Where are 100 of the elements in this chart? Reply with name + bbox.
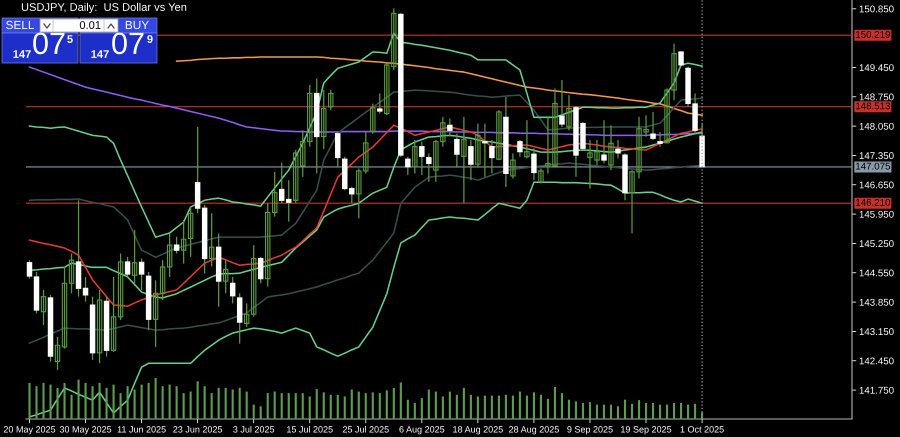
bar <box>420 398 423 419</box>
bar <box>448 392 451 419</box>
candlestick <box>412 139 418 174</box>
bar <box>246 392 248 419</box>
bar <box>462 388 465 419</box>
candlestick <box>321 89 326 150</box>
candlestick <box>335 131 340 168</box>
bar <box>442 396 444 419</box>
y-tick-label: 142.450 <box>860 357 894 364</box>
bar <box>112 384 115 419</box>
y-tick-label: 144.550 <box>860 270 894 276</box>
bar <box>70 394 73 419</box>
bar <box>274 392 276 419</box>
bar <box>526 396 528 419</box>
annotation: 147 <box>91 50 109 58</box>
bar <box>210 393 213 419</box>
bar <box>294 393 297 419</box>
bar <box>588 402 592 419</box>
bar <box>196 381 199 419</box>
bar <box>610 404 612 419</box>
bar <box>134 389 136 419</box>
candlestick <box>524 120 530 160</box>
candlestick <box>615 139 621 160</box>
candlestick <box>636 116 642 180</box>
bar <box>680 403 682 419</box>
bar <box>350 389 353 419</box>
bar <box>84 382 87 419</box>
bar <box>470 394 472 419</box>
bar <box>490 396 493 419</box>
y-tick-label: 150.850 <box>860 6 894 12</box>
candlestick <box>328 89 334 111</box>
bar <box>602 404 606 419</box>
candlestick <box>650 111 656 141</box>
bar <box>616 406 620 419</box>
chart-title: USDJPY, Daily: US Dollar vs Yen <box>22 2 186 14</box>
x-tick-label: 25 Jul 2025 <box>342 426 389 433</box>
bar <box>372 392 374 419</box>
annotation: 07 <box>33 32 64 54</box>
bar <box>140 384 143 419</box>
candlestick <box>132 229 138 284</box>
candlestick <box>230 276 236 304</box>
bar <box>518 392 521 419</box>
bar <box>190 392 192 419</box>
annotation: 5 <box>67 35 73 43</box>
ref-line-label: 150.219 <box>856 30 890 38</box>
bar <box>406 400 409 419</box>
line-series <box>176 56 703 116</box>
bar <box>638 400 640 419</box>
y-tick-label: 148.750 <box>860 94 894 100</box>
candlestick <box>601 120 607 164</box>
bar <box>666 404 668 419</box>
bar <box>498 396 500 419</box>
bar <box>336 394 339 419</box>
bar <box>280 393 283 419</box>
bar <box>308 396 311 419</box>
x-tick-label: 20 May 2025 <box>4 426 56 434</box>
x-tick-label: 18 Aug 2025 <box>453 426 503 434</box>
bar <box>322 392 325 419</box>
bar <box>224 388 227 419</box>
candlestick <box>40 289 46 326</box>
candlestick <box>566 94 572 131</box>
candlestick <box>496 110 502 161</box>
x-tick-label: 19 Sep 2025 <box>621 426 672 434</box>
bar <box>414 403 416 419</box>
bar <box>49 384 52 419</box>
y-tick-label: 143.850 <box>860 298 894 306</box>
ref-line-label: 146.210 <box>856 198 890 206</box>
bar <box>392 388 395 419</box>
y-tick-label: 143.150 <box>860 328 894 336</box>
bar <box>92 386 94 419</box>
bar <box>358 392 360 419</box>
bar <box>330 394 332 419</box>
bar <box>28 382 31 419</box>
bar <box>77 380 80 419</box>
x-tick-label: 30 May 2025 <box>60 426 112 434</box>
candlestick <box>461 116 467 204</box>
y-tick-label: 145.250 <box>860 240 894 248</box>
bar <box>364 393 367 419</box>
bar <box>456 394 458 419</box>
candlestick <box>594 139 600 166</box>
bar <box>652 403 654 419</box>
bar <box>630 404 634 419</box>
y-tick-label: 148.050 <box>860 122 894 130</box>
candlestick <box>510 152 516 180</box>
candlestick <box>629 169 635 234</box>
bar <box>386 390 388 419</box>
x-tick-label: 23 Jun 2025 <box>173 426 222 433</box>
bar <box>120 393 122 419</box>
annotation: 0.01 <box>80 21 100 29</box>
bar <box>204 386 206 419</box>
annotation: 07 <box>112 32 144 54</box>
y-tick-label: 146.650 <box>860 182 894 188</box>
bar <box>568 400 570 419</box>
x-tick-label: 1 Oct 2025 <box>680 426 724 433</box>
bar <box>434 392 437 419</box>
bar <box>238 388 241 419</box>
bar <box>218 388 220 419</box>
ref-line-label: 147.075 <box>856 162 890 170</box>
candlestick <box>370 102 376 134</box>
bar <box>56 388 59 419</box>
